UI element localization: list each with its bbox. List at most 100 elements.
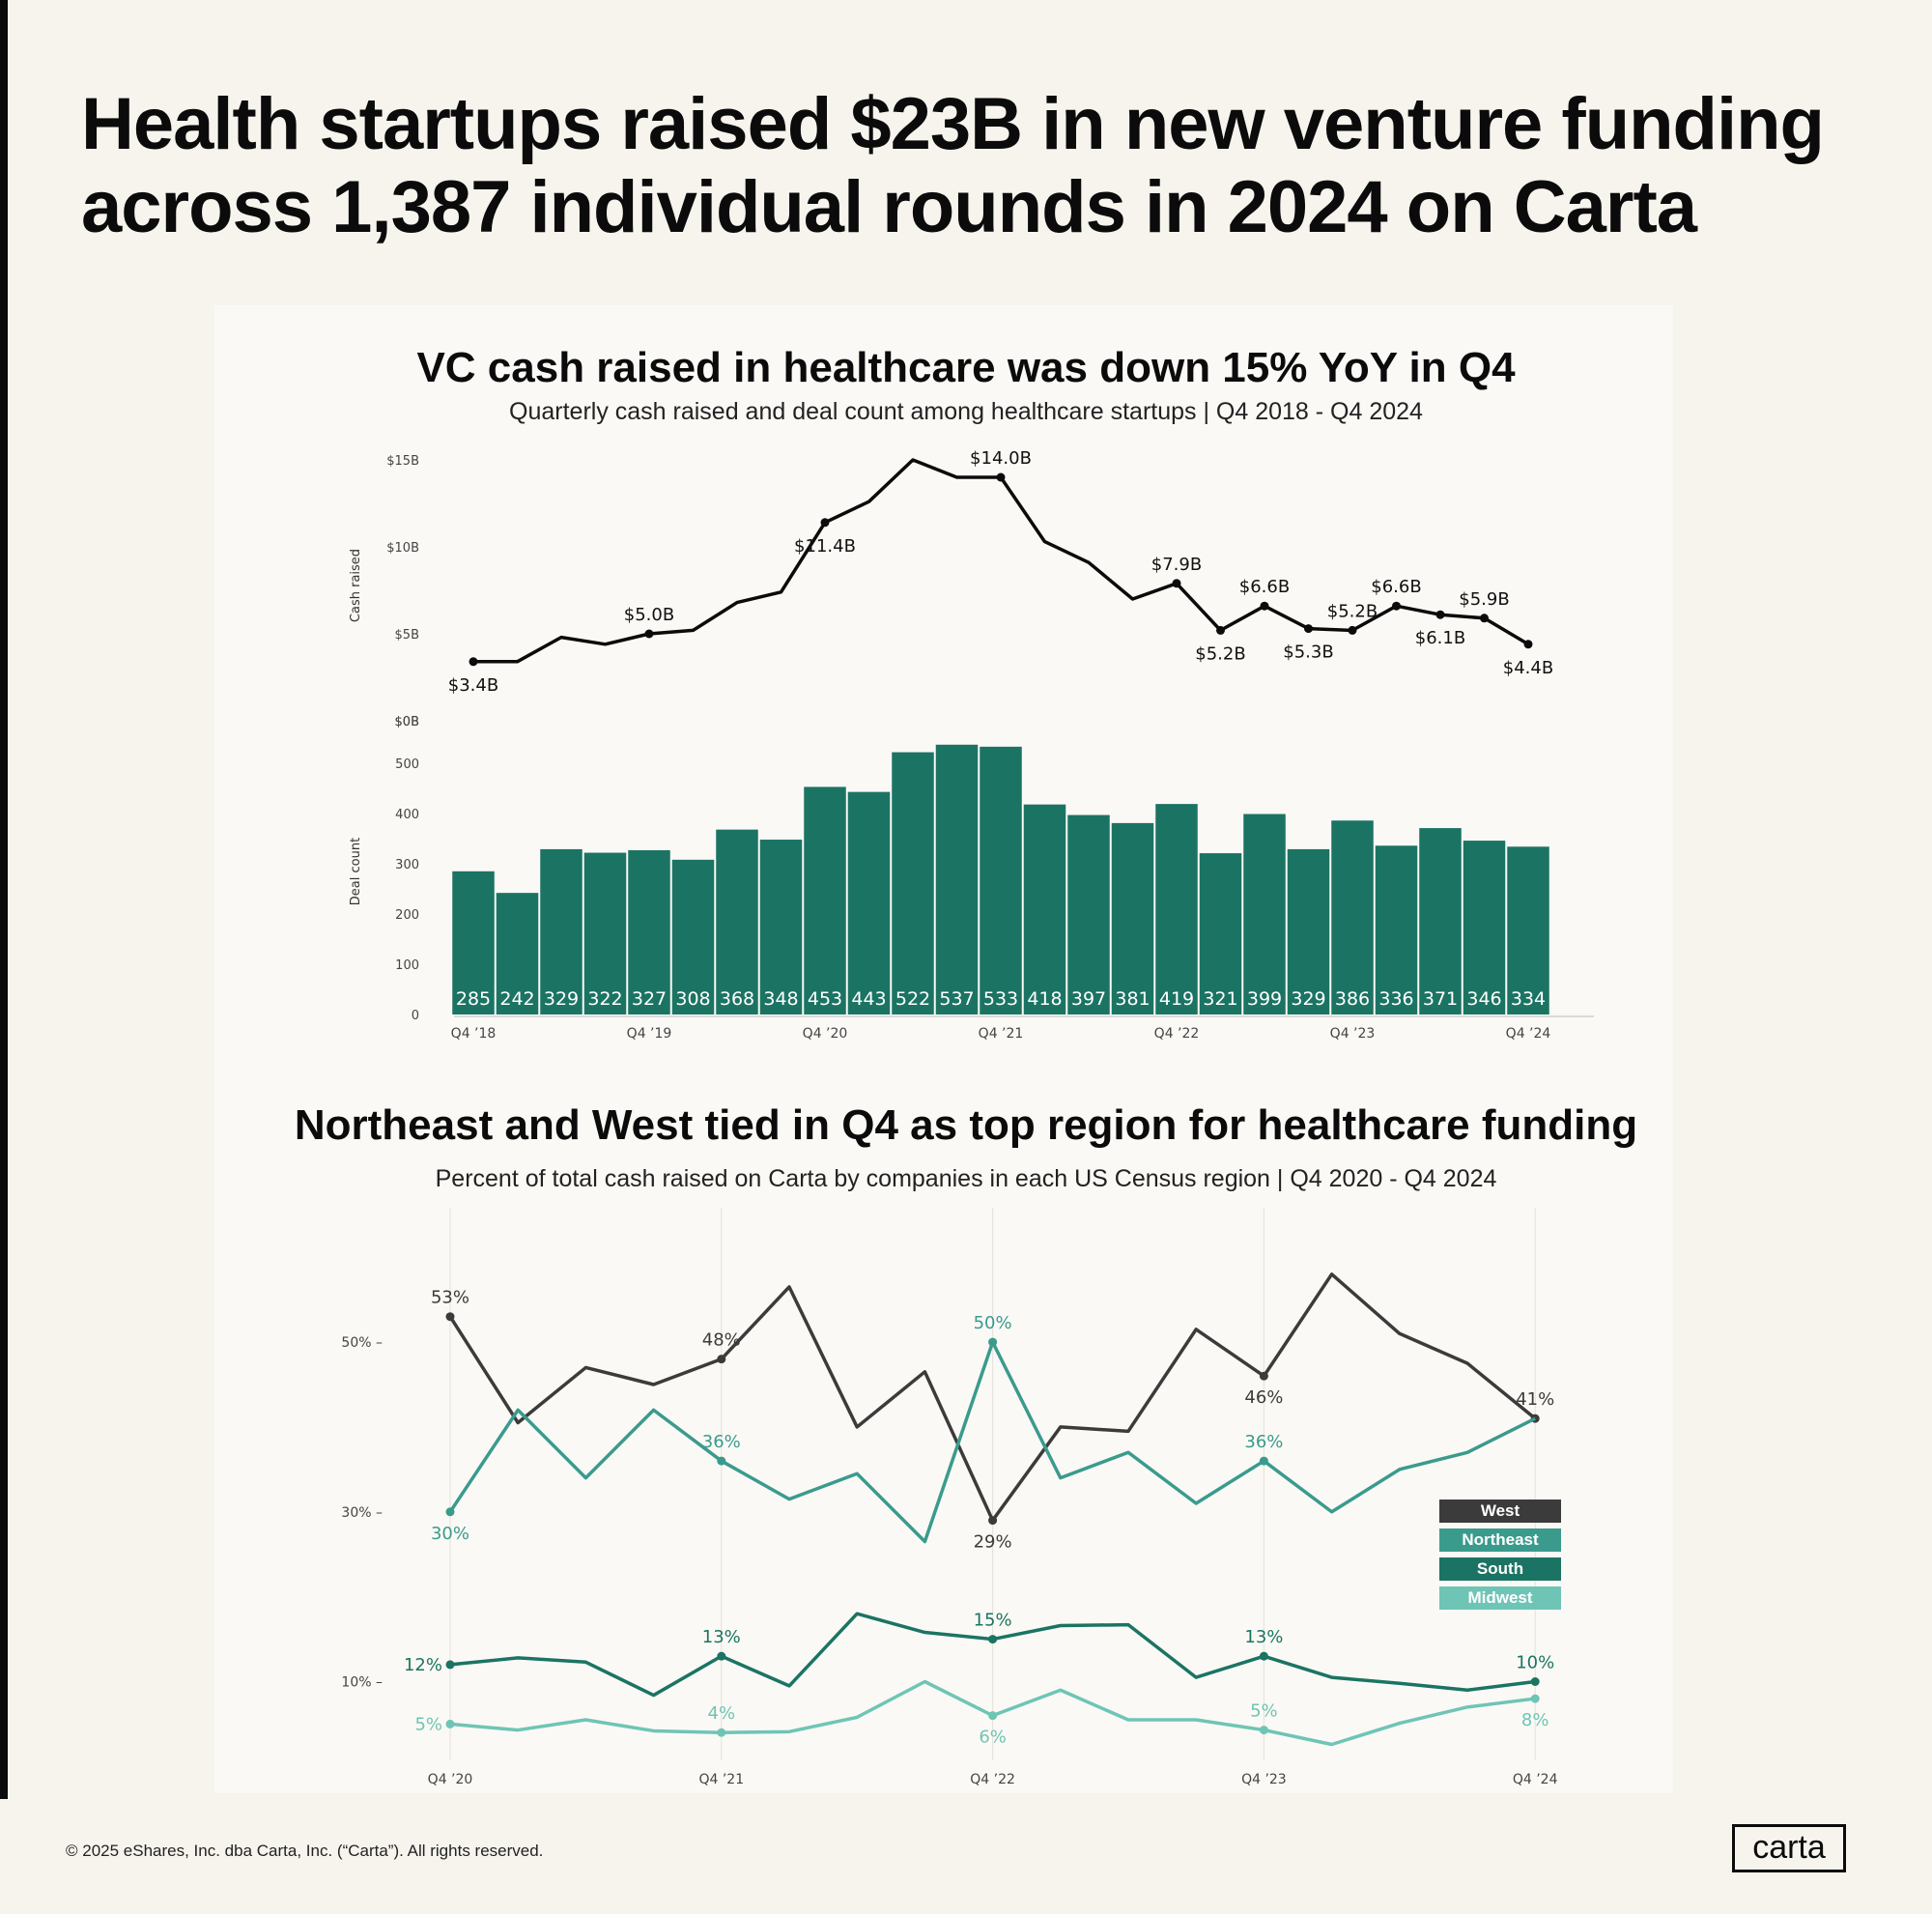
region-x-tick: Q4 ’20 bbox=[428, 1772, 473, 1787]
deal-count-bar bbox=[716, 829, 758, 1014]
cash-point bbox=[1172, 579, 1181, 588]
region-data-label: 36% bbox=[702, 1432, 741, 1452]
region-y-tick: 30% – bbox=[341, 1505, 383, 1521]
deal-count-bar bbox=[452, 871, 495, 1014]
cash-data-label: $4.4B bbox=[1503, 658, 1553, 678]
deal-count-label: 533 bbox=[983, 988, 1018, 1010]
cash-data-label: $5.0B bbox=[624, 605, 674, 625]
cash-data-label: $6.1B bbox=[1415, 628, 1465, 648]
region-data-label: 6% bbox=[979, 1728, 1007, 1748]
legend-item-midwest: Midwest bbox=[1439, 1586, 1561, 1610]
region-data-label: 46% bbox=[1244, 1387, 1283, 1408]
deal-count-label: 418 bbox=[1027, 988, 1062, 1010]
region-point bbox=[717, 1651, 726, 1661]
cash-y-tick: $15B bbox=[386, 454, 419, 469]
cash-point bbox=[1392, 601, 1401, 611]
region-point bbox=[445, 1507, 455, 1517]
cash-y-tick: $10B bbox=[386, 541, 419, 556]
chart-1-subtitle: Quarterly cash raised and deal count amo… bbox=[509, 398, 1423, 425]
cash-point bbox=[469, 657, 478, 667]
deal-count-bar bbox=[847, 791, 891, 1014]
deal-x-tick: Q4 ’21 bbox=[979, 1026, 1024, 1042]
deal-count-label: 453 bbox=[808, 988, 842, 1010]
deal-count-label: 522 bbox=[895, 988, 930, 1010]
cash-point bbox=[1435, 610, 1445, 619]
cash-data-label: $6.6B bbox=[1239, 577, 1290, 597]
chart-2-panel bbox=[214, 1059, 1673, 1793]
region-point bbox=[717, 1728, 726, 1737]
cash-point bbox=[644, 629, 654, 639]
deal-count-label: 371 bbox=[1423, 988, 1458, 1010]
region-data-label: 48% bbox=[702, 1330, 741, 1351]
cash-data-label: $11.4B bbox=[794, 536, 856, 557]
deal-count-bar bbox=[1331, 820, 1374, 1014]
deal-count-bar bbox=[1243, 814, 1286, 1014]
carta-logo: carta bbox=[1732, 1824, 1846, 1872]
cash-data-label: $7.9B bbox=[1151, 555, 1202, 575]
deal-y-tick: 400 bbox=[395, 808, 419, 822]
deal-count-label: 386 bbox=[1335, 988, 1370, 1010]
region-x-tick: Q4 ’21 bbox=[698, 1772, 744, 1787]
deal-count-bar bbox=[935, 744, 979, 1014]
deal-count-bar bbox=[1155, 804, 1198, 1014]
cash-point bbox=[1260, 601, 1269, 611]
deal-count-label: 397 bbox=[1071, 988, 1106, 1010]
cash-data-label: $14.0B bbox=[970, 448, 1032, 469]
cash-and-deals-chart: $0B $5B $10B $15B Cash raised $3.4B $5.0B $11.4… bbox=[349, 448, 1594, 1042]
cash-data-label: $3.4B bbox=[448, 675, 498, 696]
deal-count-bar bbox=[1067, 814, 1110, 1014]
deal-count-label: 327 bbox=[632, 988, 667, 1010]
deal-x-tick: Q4 ’18 bbox=[451, 1026, 497, 1042]
region-point bbox=[1530, 1677, 1540, 1686]
region-data-label: 15% bbox=[974, 1611, 1012, 1631]
page-title: Health startups raised $23B in new ventu… bbox=[81, 83, 1878, 249]
cash-point bbox=[1523, 640, 1533, 649]
region-point bbox=[1259, 1371, 1268, 1381]
deal-x-tick: Q4 ’24 bbox=[1506, 1026, 1551, 1042]
deal-count-bar bbox=[1507, 846, 1549, 1014]
region-point bbox=[988, 1711, 998, 1721]
region-data-label: 5% bbox=[414, 1714, 442, 1734]
page-left-edge bbox=[0, 0, 8, 1799]
deal-y-tick: 200 bbox=[395, 908, 419, 923]
region-point bbox=[988, 1337, 998, 1347]
deal-count-label: 285 bbox=[456, 988, 491, 1010]
region-data-label: 13% bbox=[702, 1627, 741, 1647]
deal-count-label: 346 bbox=[1466, 988, 1501, 1010]
region-data-label: 50% bbox=[974, 1313, 1012, 1333]
region-x-tick: Q4 ’24 bbox=[1513, 1772, 1558, 1787]
chart-2-title: Northeast and West tied in Q4 as top reg… bbox=[294, 1101, 1638, 1149]
deal-count-label: 329 bbox=[1291, 988, 1325, 1010]
deal-x-tick: Q4 ’23 bbox=[1330, 1026, 1376, 1042]
deal-y-tick: 100 bbox=[395, 958, 419, 973]
cash-point bbox=[1480, 614, 1489, 623]
chart-1-title: VC cash raised in healthcare was down 15… bbox=[416, 344, 1516, 391]
deal-x-tick: Q4 ’19 bbox=[627, 1026, 672, 1042]
region-data-label: 12% bbox=[404, 1655, 442, 1675]
cash-y-tick: $0B bbox=[395, 715, 419, 729]
deal-count-bar bbox=[1419, 828, 1462, 1014]
deal-count-bar bbox=[583, 852, 627, 1014]
deal-count-bar bbox=[1111, 822, 1154, 1014]
cash-data-label: $5.9B bbox=[1459, 589, 1509, 610]
cash-point bbox=[1216, 625, 1225, 635]
region-data-label: 41% bbox=[1516, 1389, 1554, 1410]
legend-item-south: South bbox=[1439, 1557, 1561, 1581]
deal-count-bar bbox=[1287, 848, 1330, 1014]
region-point bbox=[1259, 1456, 1268, 1466]
cash-y-axis-label: Cash raised bbox=[349, 549, 363, 622]
deal-count-label: 321 bbox=[1203, 988, 1237, 1010]
region-data-label: 13% bbox=[1244, 1627, 1283, 1647]
page-title-line-1: Health startups raised $23B in new ventu… bbox=[81, 83, 1825, 165]
region-data-label: 36% bbox=[1244, 1432, 1283, 1452]
deal-y-tick: 0 bbox=[412, 1009, 419, 1023]
deal-count-label: 443 bbox=[851, 988, 886, 1010]
region-point bbox=[1259, 1651, 1268, 1661]
deal-count-bar bbox=[1463, 841, 1506, 1014]
chart-2-subtitle: Percent of total cash raised on Carta by… bbox=[435, 1165, 1497, 1192]
deal-count-label: 348 bbox=[763, 988, 798, 1010]
page-title-line-2: across 1,387 individual rounds in 2024 o… bbox=[81, 166, 1697, 248]
region-x-tick: Q4 ’23 bbox=[1241, 1772, 1287, 1787]
cash-point bbox=[1348, 625, 1357, 635]
